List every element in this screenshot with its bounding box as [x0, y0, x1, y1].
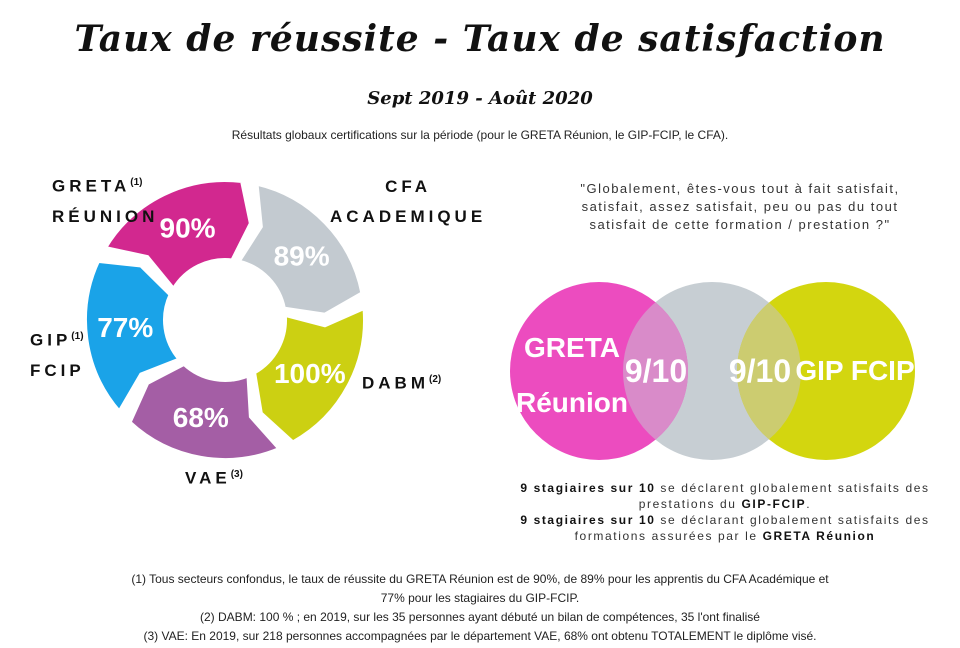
label-greta: GRETA(1) RÉUNION [52, 176, 159, 226]
label-gip: GIP(1) FCIP [30, 330, 85, 380]
success-donut-chart: 90% 89% 100% 68% 77% [83, 178, 367, 462]
venn-reunion-label: Réunion [516, 387, 628, 418]
venn-gip-score: 9/10 [729, 353, 791, 389]
donut-segment-greta [101, 178, 253, 293]
page-title: Taux de réussite - Taux de satisfaction [74, 18, 886, 60]
venn-right-overlap [737, 282, 801, 460]
satisfaction-venn: GRETA Réunion 9/10 9/10 GIP FCIP [510, 282, 915, 460]
venn-greta-score: 9/10 [625, 353, 687, 389]
donut-segment-gip [83, 258, 184, 416]
donut-value-vae: 68% [173, 402, 229, 433]
donut-value-gip: 77% [97, 312, 153, 343]
intro-text: Résultats globaux certifications sur la … [231, 128, 729, 142]
footnote-1-cont: 77% pour les stagiaires du GIP-FCIP. [380, 591, 580, 605]
donut-value-dabm: 100% [274, 358, 346, 389]
footnote-2: (2) DABM: 100 % ; en 2019, sur les 35 pe… [200, 610, 760, 624]
footnote-1: (1) Tous secteurs confondus, le taux de … [131, 572, 829, 586]
donut-segment-vae [127, 361, 284, 462]
donut-segment-cfa [235, 181, 365, 317]
venn-greta-label: GRETA [524, 332, 620, 363]
venn-gip-label: GIP FCIP [795, 355, 914, 386]
footnotes: (1) Tous secteurs confondus, le taux de … [0, 570, 960, 646]
period-subtitle: Sept 2019 - Août 2020 [367, 88, 593, 109]
label-cfa: CFA ACADEMIQUE [330, 177, 487, 226]
donut-value-cfa: 89% [274, 241, 330, 272]
satisfaction-summary: 9 stagiaires sur 10 se déclarent globale… [520, 481, 930, 543]
label-vae: VAE(3) [185, 468, 243, 488]
donut-segment-dabm [251, 304, 367, 445]
satisfaction-question: "Globalement, êtes-vous tout à fait sati… [580, 181, 900, 232]
label-dabm: DABM(2) [362, 373, 442, 393]
donut-value-greta: 90% [160, 212, 216, 243]
venn-left-overlap [623, 282, 688, 460]
footnote-3: (3) VAE: En 2019, sur 218 personnes acco… [143, 629, 817, 643]
